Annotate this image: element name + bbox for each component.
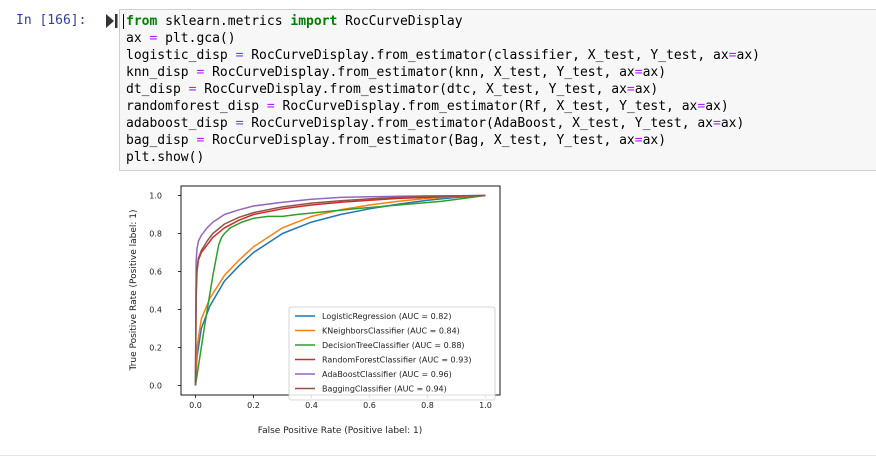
code-editor[interactable]: from sklearn.metrics import RocCurveDisp… xyxy=(126,13,760,166)
roc-curve-line xyxy=(194,194,486,386)
code-operator: = xyxy=(634,133,643,148)
legend-entry: KNeighborsClassifier (AUC = 0.84) xyxy=(322,327,460,336)
code-line: adaboost_disp = RocCurveDisplay.from_est… xyxy=(126,116,744,131)
code-token: RocCurveDisplay xyxy=(337,14,463,29)
y-tick-label: 0.6 xyxy=(149,268,162,277)
text-cursor xyxy=(123,14,124,29)
code-operator: = xyxy=(235,48,244,63)
code-operator: = xyxy=(235,116,244,131)
code-keyword: import xyxy=(290,14,338,29)
code-operator: = xyxy=(266,99,275,114)
legend-entry: LogisticRegression (AUC = 0.82) xyxy=(322,312,452,321)
x-tick-label: 1.0 xyxy=(479,401,492,410)
code-token: RocCurveDisplay.from_estimator(Bag, X_te… xyxy=(204,133,635,148)
code-token: ax) xyxy=(720,116,745,131)
code-operator: = xyxy=(728,48,737,63)
code-line: from sklearn.metrics import RocCurveDisp… xyxy=(126,14,463,29)
code-token: randomforest_disp xyxy=(126,99,267,114)
x-tick-label: 0.8 xyxy=(421,401,434,410)
x-axis-label: False Positive Rate (Positive label: 1) xyxy=(258,426,422,436)
roc-curve-line xyxy=(194,194,486,386)
code-token: RocCurveDisplay.from_estimator(knn, X_te… xyxy=(204,65,635,80)
code-line: bag_disp = RocCurveDisplay.from_estimato… xyxy=(126,133,666,148)
run-cell-icon[interactable] xyxy=(106,14,118,28)
code-line: logistic_disp = RocCurveDisplay.from_est… xyxy=(126,48,760,63)
legend-entry: RandomForestClassifier (AUC = 0.93) xyxy=(322,356,472,365)
x-tick-label: 0.6 xyxy=(363,401,376,410)
code-operator: = xyxy=(626,82,635,97)
x-tick-label: 0.2 xyxy=(247,401,260,410)
code-token: RocCurveDisplay.from_estimator(classifie… xyxy=(243,48,729,63)
x-tick-label: 0.0 xyxy=(189,401,202,410)
roc-chart: False Positive Rate (Positive label: 1) … xyxy=(129,185,501,436)
legend-entry: BaggingClassifier (AUC = 0.94) xyxy=(322,385,447,394)
cell-prompt: In [166]: xyxy=(16,13,87,28)
code-input-area[interactable] xyxy=(119,9,876,171)
code-operator: = xyxy=(697,99,706,114)
legend-box xyxy=(288,306,496,401)
code-line: plt.show() xyxy=(126,150,204,165)
code-operator: = xyxy=(713,116,721,131)
code-token: ax) xyxy=(705,99,729,114)
code-line: dt_disp = RocCurveDisplay.from_estimator… xyxy=(126,82,658,97)
code-token: bag_disp xyxy=(126,133,197,148)
y-tick-label: 1.0 xyxy=(149,192,162,201)
code-token: plt.gca() xyxy=(157,31,236,46)
code-token: RocCurveDisplay.from_estimator(dtc, X_te… xyxy=(196,82,627,97)
roc-curve-line xyxy=(194,194,486,386)
y-tick-label: 0.0 xyxy=(149,382,162,391)
code-operator: = xyxy=(196,133,205,148)
code-token: ax) xyxy=(642,65,667,80)
y-tick-label: 0.8 xyxy=(149,230,162,239)
x-tick-label: 0.4 xyxy=(305,401,318,410)
code-token: knn_disp xyxy=(126,65,197,80)
code-token: ax) xyxy=(634,82,659,97)
code-token: logistic_disp xyxy=(126,48,236,63)
code-token: RocCurveDisplay.from_estimator(AdaBoost,… xyxy=(243,116,714,131)
code-token: plt.show() xyxy=(126,150,205,165)
code-line: ax = plt.gca() xyxy=(126,31,236,46)
code-keyword: from xyxy=(126,14,158,29)
roc-curve-line xyxy=(194,194,486,386)
code-operator: = xyxy=(196,65,205,80)
y-axis-label: True Positive Rate (Positive label: 1) xyxy=(129,210,139,372)
legend-entry: DecisionTreeClassifier (AUC = 0.88) xyxy=(322,341,465,350)
y-tick-label: 0.4 xyxy=(149,306,162,315)
code-token: ax xyxy=(126,31,150,46)
cell-output: False Positive Rate (Positive label: 1) … xyxy=(119,176,519,442)
code-token: ax) xyxy=(736,48,760,63)
code-line: knn_disp = RocCurveDisplay.from_estimato… xyxy=(126,65,666,80)
legend-entry: AdaBoostClassifier (AUC = 0.96) xyxy=(322,370,452,379)
code-token: adaboost_disp xyxy=(126,116,236,131)
code-operator: = xyxy=(149,31,158,46)
code-operator: = xyxy=(634,65,643,80)
code-token: dt_disp xyxy=(126,82,189,97)
code-token: ax) xyxy=(642,133,667,148)
code-token: RocCurveDisplay.from_estimator(Rf, X_tes… xyxy=(274,99,698,114)
code-line: randomforest_disp = RocCurveDisplay.from… xyxy=(126,99,729,114)
roc-curve-line xyxy=(194,194,486,386)
code-token: sklearn.metrics xyxy=(157,14,291,29)
cell-divider xyxy=(0,455,876,456)
y-tick-label: 0.2 xyxy=(149,344,162,353)
code-operator: = xyxy=(188,82,197,97)
